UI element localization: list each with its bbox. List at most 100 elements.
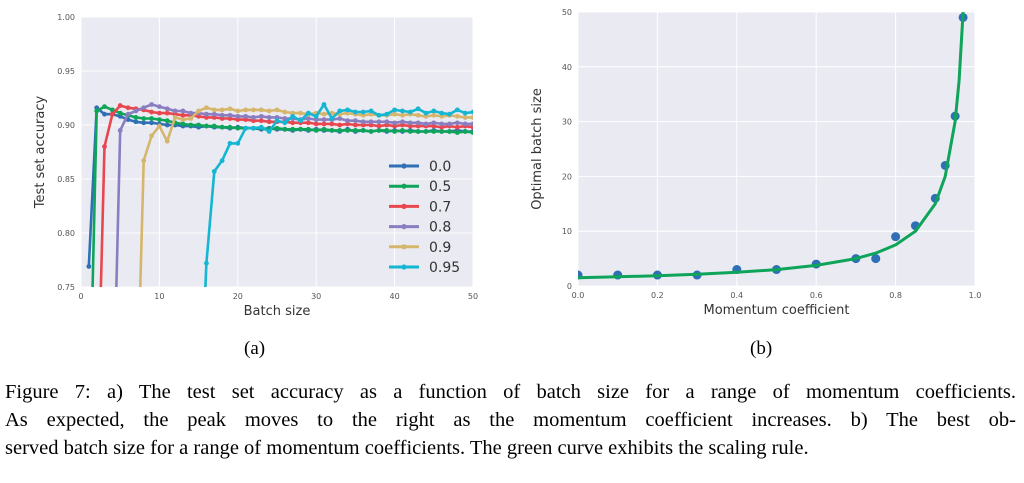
data-point bbox=[211, 169, 217, 174]
data-point bbox=[891, 232, 901, 242]
x-tick-label: 0.8 bbox=[889, 291, 902, 300]
data-point bbox=[117, 103, 123, 108]
data-point bbox=[462, 121, 468, 127]
data-point bbox=[258, 107, 264, 113]
data-point bbox=[431, 120, 437, 126]
x-tick-label: 0.6 bbox=[810, 291, 823, 300]
data-point bbox=[415, 112, 421, 118]
data-point bbox=[329, 121, 335, 127]
data-point bbox=[392, 111, 397, 117]
data-point bbox=[360, 119, 366, 125]
caption-line: served batch size for a range of momentu… bbox=[5, 437, 809, 459]
data-point bbox=[266, 129, 272, 134]
data-point bbox=[470, 115, 473, 120]
legend-marker bbox=[401, 264, 407, 270]
data-point bbox=[345, 118, 350, 124]
data-point bbox=[431, 108, 437, 114]
data-point bbox=[290, 120, 296, 126]
x-tick-label: 0.2 bbox=[651, 291, 664, 300]
data-point bbox=[188, 110, 194, 116]
data-point bbox=[235, 113, 241, 119]
data-point bbox=[172, 108, 178, 114]
data-point bbox=[211, 107, 217, 113]
data-point bbox=[321, 126, 327, 132]
data-point bbox=[274, 107, 280, 113]
data-point bbox=[470, 121, 473, 127]
data-point bbox=[290, 126, 296, 132]
data-point bbox=[141, 158, 147, 164]
data-point bbox=[133, 108, 139, 114]
data-point bbox=[392, 120, 397, 126]
x-axis-label: Batch size bbox=[244, 304, 311, 319]
data-point bbox=[282, 126, 288, 132]
data-point bbox=[423, 110, 429, 116]
data-point bbox=[353, 122, 358, 128]
legend-label: 0.0 bbox=[429, 159, 451, 175]
data-point bbox=[329, 127, 335, 133]
series-0.5 bbox=[91, 104, 473, 287]
data-point bbox=[313, 121, 319, 127]
data-point bbox=[376, 127, 382, 133]
data-point bbox=[211, 123, 217, 129]
data-point bbox=[439, 129, 445, 134]
data-point bbox=[266, 115, 272, 120]
data-point bbox=[219, 124, 225, 130]
data-point bbox=[337, 122, 343, 128]
data-point bbox=[251, 115, 256, 120]
data-point bbox=[462, 110, 468, 116]
y-tick-label: 10 bbox=[562, 227, 572, 236]
data-point bbox=[109, 111, 115, 117]
data-point bbox=[133, 115, 139, 120]
data-point bbox=[204, 111, 209, 117]
legend: 0.0 0.5 0.7 0.8 0.9 0.95 bbox=[389, 159, 460, 276]
caption-line: Figure 7: a) The test set accuracy as a … bbox=[5, 381, 1016, 403]
y-tick-label: 1.00 bbox=[57, 13, 75, 22]
data-point bbox=[454, 124, 460, 130]
panel-a-accuracy-chart: 0 10 20 30 40 50 0.75 0.80 0.85 0.90 0.95 1.00 Batch… bbox=[33, 13, 478, 319]
data-point bbox=[384, 127, 390, 133]
y-tick-label: 0.75 bbox=[57, 283, 75, 292]
y-tick-label: 30 bbox=[562, 118, 572, 127]
data-point bbox=[133, 119, 139, 125]
data-point bbox=[266, 119, 272, 125]
x-tick-label: 30 bbox=[311, 292, 321, 301]
y-tick-label: 50 bbox=[562, 8, 572, 17]
data-point bbox=[423, 129, 429, 134]
x-tick-label: 1.0 bbox=[969, 291, 982, 300]
data-point bbox=[313, 113, 319, 119]
data-point bbox=[227, 106, 233, 112]
data-point bbox=[454, 113, 460, 119]
data-point bbox=[219, 107, 225, 113]
data-point bbox=[353, 109, 358, 115]
data-point bbox=[149, 133, 154, 139]
data-point bbox=[219, 158, 225, 164]
data-point bbox=[298, 126, 303, 132]
y-tick-label: 0.95 bbox=[57, 67, 75, 76]
caption-line: As expected, the peak moves to the right… bbox=[5, 409, 1016, 431]
data-point bbox=[180, 112, 186, 118]
data-point bbox=[258, 118, 264, 124]
y-tick-label: 0.90 bbox=[57, 121, 75, 130]
data-point bbox=[117, 110, 123, 116]
data-point bbox=[149, 109, 154, 115]
x-tick-label: 50 bbox=[468, 292, 478, 301]
data-point bbox=[290, 113, 296, 119]
panel-a-label: (a) bbox=[244, 338, 266, 359]
legend-item: 0.9 bbox=[389, 240, 451, 256]
data-point bbox=[298, 110, 303, 116]
data-point bbox=[157, 117, 162, 122]
data-point bbox=[454, 130, 460, 135]
data-point bbox=[321, 111, 327, 117]
plot-background bbox=[578, 12, 975, 286]
data-point bbox=[329, 116, 335, 121]
data-point bbox=[164, 118, 170, 124]
data-point bbox=[141, 116, 147, 121]
data-point bbox=[149, 120, 154, 126]
data-point bbox=[102, 144, 107, 150]
data-point bbox=[313, 127, 319, 133]
data-point bbox=[204, 105, 209, 111]
data-point bbox=[407, 120, 413, 126]
scaling-rule-curve bbox=[578, 12, 965, 280]
data-point bbox=[368, 129, 374, 134]
data-point bbox=[204, 123, 209, 129]
